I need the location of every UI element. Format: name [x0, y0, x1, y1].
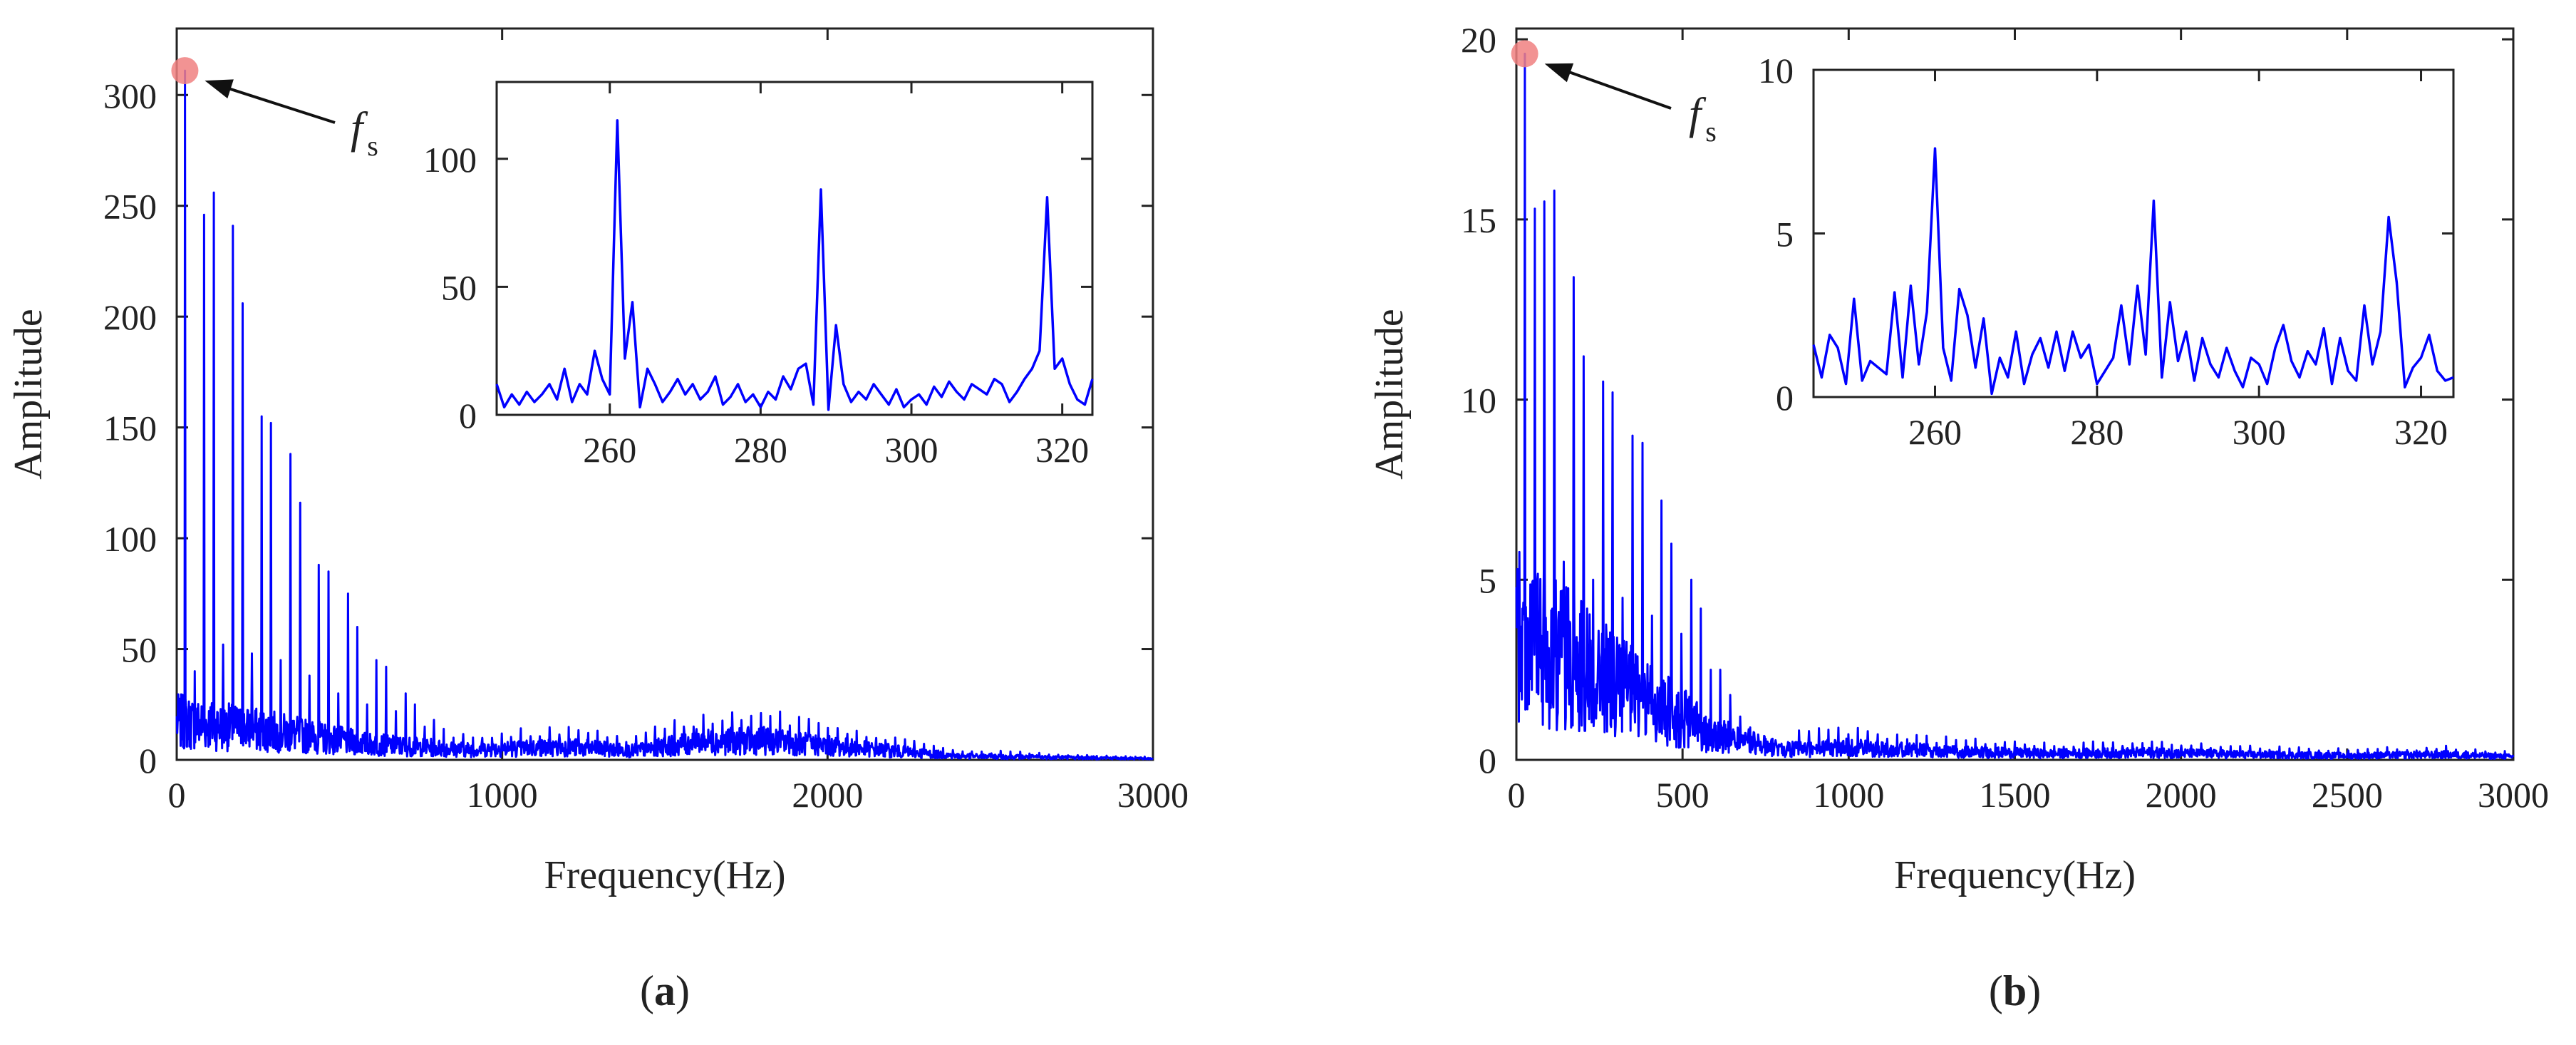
panel-label: (a): [640, 967, 690, 1014]
main-y-tick-label: 15: [1461, 200, 1496, 240]
main-x-tick-label: 3000: [1117, 775, 1189, 815]
main-y-tick-label: 50: [121, 630, 157, 670]
inset-y-tick-label: 50: [441, 267, 477, 307]
inset-plot: 260 280 300 320 0 5 10: [1758, 51, 2455, 452]
main-y-tick-label: 20: [1461, 20, 1496, 60]
main-y-tick-label: 10: [1461, 381, 1496, 421]
main-y-tick-label: 150: [103, 408, 157, 448]
main-x-tick-label: 2500: [2312, 775, 2383, 815]
fs-annotation-subscript: s: [367, 130, 378, 162]
x-axis-label: Frequency(Hz): [544, 853, 786, 897]
main-y-tick-label: 5: [1479, 560, 1496, 600]
inset-x-tick-label: 260: [1908, 412, 1962, 452]
y-axis-label: Amplitude: [1367, 309, 1412, 480]
inset-spectrum-line: [1812, 147, 2454, 396]
y-axis-label: Amplitude: [6, 309, 51, 480]
main-x-tick-label: 0: [168, 775, 186, 815]
main-x-tick-label: 0: [1508, 775, 1526, 815]
inset-frame: [1812, 68, 2455, 398]
inset-x-tick-label: 320: [1035, 430, 1089, 470]
panel-letter: b: [2003, 967, 2027, 1014]
inset-x-tick-label: 320: [2394, 412, 2448, 452]
inset-y-tick-label: 5: [1776, 215, 1794, 254]
panel-label: (b): [1989, 967, 2041, 1014]
inset-spectrum-line: [495, 119, 1094, 411]
inset-x-tick-label: 280: [2070, 412, 2124, 452]
main-y-tick-label: 300: [103, 76, 157, 115]
main-x-tick-label: 2000: [792, 775, 863, 815]
main-x-tick-label: 1500: [1980, 775, 2051, 815]
inset-plot: 260 280 300 320 0 50 100: [423, 81, 1094, 470]
fs-arrow-head: [1544, 63, 1574, 83]
main-y-tick-label: 100: [103, 519, 157, 559]
main-y-tick-label: 0: [1479, 741, 1496, 781]
inset-x-tick-label: 300: [885, 430, 938, 470]
inset-y-tick-label: 10: [1758, 51, 1794, 91]
main-y-tick-label: 0: [139, 741, 157, 781]
main-x-tick-label: 3000: [2478, 775, 2549, 815]
inset-x-tick-label: 280: [734, 430, 787, 470]
inset-y-tick-label: 0: [1776, 378, 1794, 418]
inset-x-tick-label: 300: [2233, 412, 2286, 452]
main-y-tick-label: 200: [103, 297, 157, 337]
fs-arrow-head: [205, 79, 234, 99]
inset-y-tick-label: 100: [423, 140, 477, 180]
spectrum-line: [1515, 52, 2515, 760]
fs-peak-marker: [171, 57, 199, 85]
main-x-tick-label: 2000: [2146, 775, 2217, 815]
inset-x-tick-label: 260: [583, 430, 636, 470]
main-x-tick-label: 1000: [467, 775, 538, 815]
x-axis-label: Frequency(Hz): [1894, 853, 2136, 897]
inset-frame: [495, 81, 1094, 416]
main-x-tick-label: 1000: [1813, 775, 1884, 815]
panel-letter: a: [654, 967, 676, 1014]
fs-peak-marker: [1511, 40, 1538, 68]
fs-arrow-shaft: [1561, 68, 1672, 110]
fs-arrow-shaft: [221, 85, 336, 124]
fs-annotation-subscript: s: [1705, 115, 1717, 148]
spectrum-line: [175, 69, 1154, 761]
main-y-tick-label: 250: [103, 187, 157, 227]
inset-y-tick-label: 0: [459, 396, 477, 436]
main-x-tick-label: 500: [1656, 775, 1709, 815]
